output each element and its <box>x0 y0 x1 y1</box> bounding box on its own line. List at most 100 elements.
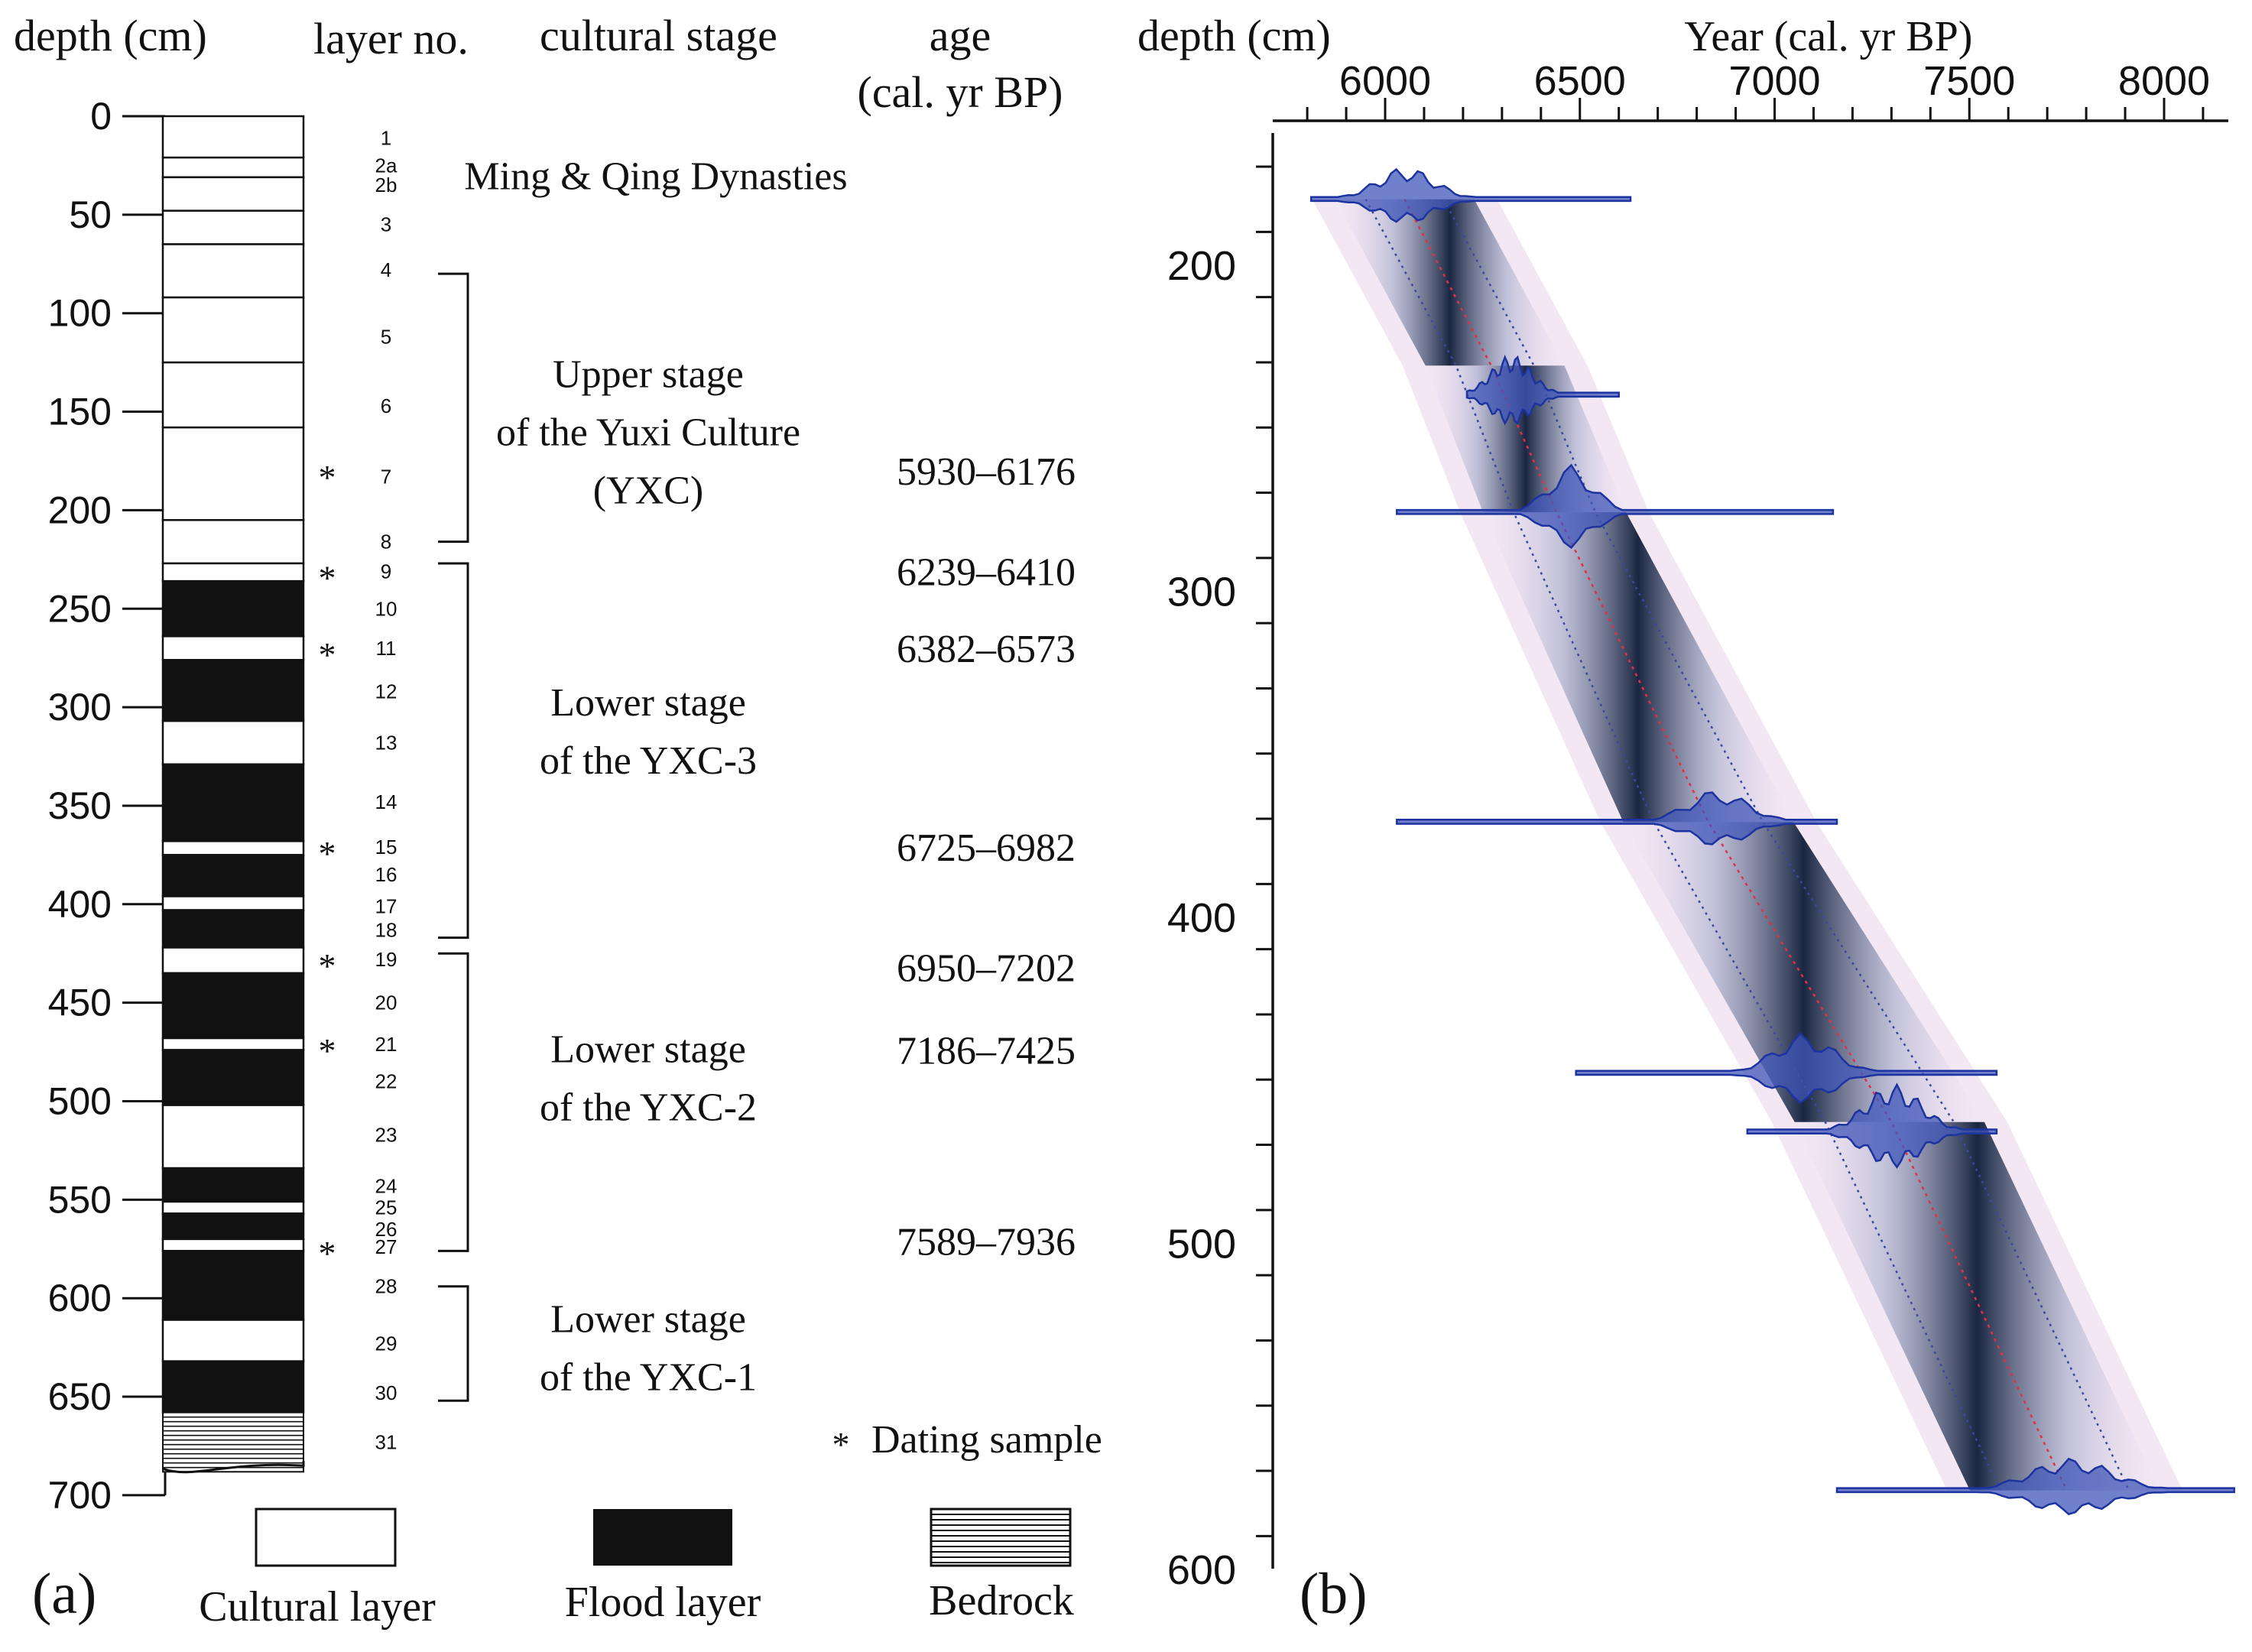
layer-number-label: 8 <box>381 531 391 553</box>
x-tick-label: 6000 <box>1339 58 1431 104</box>
panel-a-stratigraphic-column: depth (cm) layer no. cultural stage age … <box>14 11 1102 1631</box>
panel-b-age-depth-model: depth (cm) Year (cal. yr BP) 200 300 400 50… <box>1137 11 2235 1626</box>
layer-number-label: 9 <box>381 560 391 583</box>
model-envelope-band <box>1794 1121 2160 1491</box>
depth-tick-label: 450 <box>48 982 112 1024</box>
depth-tick-label: 300 <box>48 686 112 729</box>
dating-sample-markers: * * * * * * * <box>319 458 336 1273</box>
model-range-max-line <box>1442 199 2130 1491</box>
calibrated-date-distribution <box>1575 1032 1998 1104</box>
layer-cultural <box>161 361 305 429</box>
layer-cultural <box>161 519 305 565</box>
depth-tick-label: 250 <box>48 587 112 630</box>
depth-tick-label: 0 <box>90 95 112 138</box>
depth-header: depth (cm) <box>14 11 207 60</box>
layer-number-label: 14 <box>375 790 398 813</box>
layer-cultural <box>161 243 305 299</box>
depth-tick-label: 600 <box>48 1277 112 1319</box>
age-labels: 5930–6176 6239–6410 6382–6573 6725–6982 6950… <box>897 450 1076 1264</box>
layer-number-label: 24 <box>375 1174 398 1197</box>
layer-number-label: 22 <box>375 1070 398 1093</box>
calibrated-date-distribution <box>1835 1457 2235 1516</box>
layer-header: layer no. <box>313 14 469 63</box>
layer-cultural <box>161 1200 305 1215</box>
dating-sample-asterisk: * <box>832 1425 850 1464</box>
legend-swatch-bedrock <box>930 1508 1072 1567</box>
legend-label-bedrock: Bedrock <box>929 1577 1074 1624</box>
x-tick-label: 8000 <box>2118 58 2210 104</box>
layer-number-label: 20 <box>375 992 398 1014</box>
depth-tick-label: 650 <box>48 1375 112 1418</box>
stage-label: Lower stage <box>550 681 746 725</box>
x-tick-label: 7000 <box>1728 58 1820 104</box>
layer-cultural <box>161 719 305 766</box>
depth-tick-label: 200 <box>48 488 112 531</box>
layer-number-label: 25 <box>375 1196 398 1219</box>
layer-bedrock <box>162 1411 305 1474</box>
y-tick-label: 300 <box>1167 570 1236 615</box>
layer-number-label: 16 <box>375 863 398 886</box>
model-range-min-line <box>1365 199 2002 1491</box>
layer-flood <box>161 1360 305 1413</box>
legend-swatch-cultural <box>255 1508 397 1567</box>
bedrock-fill <box>162 1411 304 1473</box>
age-label: 5930–6176 <box>897 450 1076 494</box>
layer-flood <box>161 972 305 1040</box>
layer-number-label: 12 <box>375 680 398 703</box>
stage-label: Lower stage <box>550 1028 746 1072</box>
panel-a-label: (a) <box>32 1562 96 1626</box>
age-label: 7589–7936 <box>897 1220 1076 1264</box>
layer-number-label: 4 <box>381 258 391 281</box>
depth-tick-label: 50 <box>69 193 112 236</box>
stage-label: of the YXC-3 <box>540 739 757 783</box>
y-tick-label: 500 <box>1167 1222 1236 1267</box>
y-tick-label: 600 <box>1167 1547 1236 1593</box>
layer-cultural <box>161 296 305 364</box>
layer-number-label: 3 <box>381 213 391 236</box>
legend-label-flood: Flood layer <box>565 1579 761 1626</box>
layer-number-label: 31 <box>375 1430 398 1453</box>
layer-number-label: 19 <box>375 948 398 971</box>
layer-cultural <box>161 176 305 212</box>
layer-number-label: 28 <box>375 1275 398 1298</box>
depth-tick-label: 350 <box>48 784 112 827</box>
layer-flood <box>161 909 305 949</box>
depth-tick-label: 150 <box>48 391 112 433</box>
stage-label: Upper stage <box>553 352 744 396</box>
layer-cultural <box>161 426 305 521</box>
layer-flood <box>161 854 305 897</box>
layer-cultural <box>161 946 305 975</box>
layer-flood <box>161 1250 305 1321</box>
calibrated-date-distribution <box>1746 1082 1998 1169</box>
stage-label: (YXC) <box>593 469 703 512</box>
layer-number-label: 17 <box>375 894 398 917</box>
age-label: 7186–7425 <box>897 1029 1076 1073</box>
depth-tick-label: 700 <box>48 1474 112 1517</box>
layer-number-label: 30 <box>375 1381 398 1404</box>
layer-cultural <box>161 115 305 159</box>
age-header-line2: (cal. yr BP) <box>858 67 1063 117</box>
layer-cultural <box>161 1238 305 1252</box>
dating-sample-asterisk: * <box>319 635 336 674</box>
calibrated-date-distribution <box>1309 167 1632 223</box>
stage-label: of the YXC-2 <box>540 1086 757 1130</box>
layer-cultural <box>161 635 305 661</box>
x-axis-title: Year (cal. yr BP) <box>1685 13 1973 60</box>
y-tick-label: 400 <box>1167 895 1236 941</box>
stage-label: Ming & Qing Dynasties <box>464 154 847 198</box>
layer-cultural <box>161 895 305 911</box>
model-envelope-band <box>1623 822 1984 1122</box>
dating-sample-asterisk: * <box>319 834 336 873</box>
layer-number-label: 7 <box>381 466 391 488</box>
layer-number-label: 18 <box>375 918 398 941</box>
stage-bracket <box>438 952 469 1252</box>
dating-sample-asterisk: * <box>319 558 336 597</box>
depth-tick-label: 100 <box>48 292 112 335</box>
dating-sample-asterisk: * <box>319 946 336 985</box>
x-tick-label: 7500 <box>1923 58 2015 104</box>
layer-number-label: 15 <box>375 836 398 858</box>
age-label: 6239–6410 <box>897 550 1076 594</box>
dating-sample-asterisk: * <box>319 1234 336 1273</box>
y-tick-label: 200 <box>1167 243 1236 289</box>
